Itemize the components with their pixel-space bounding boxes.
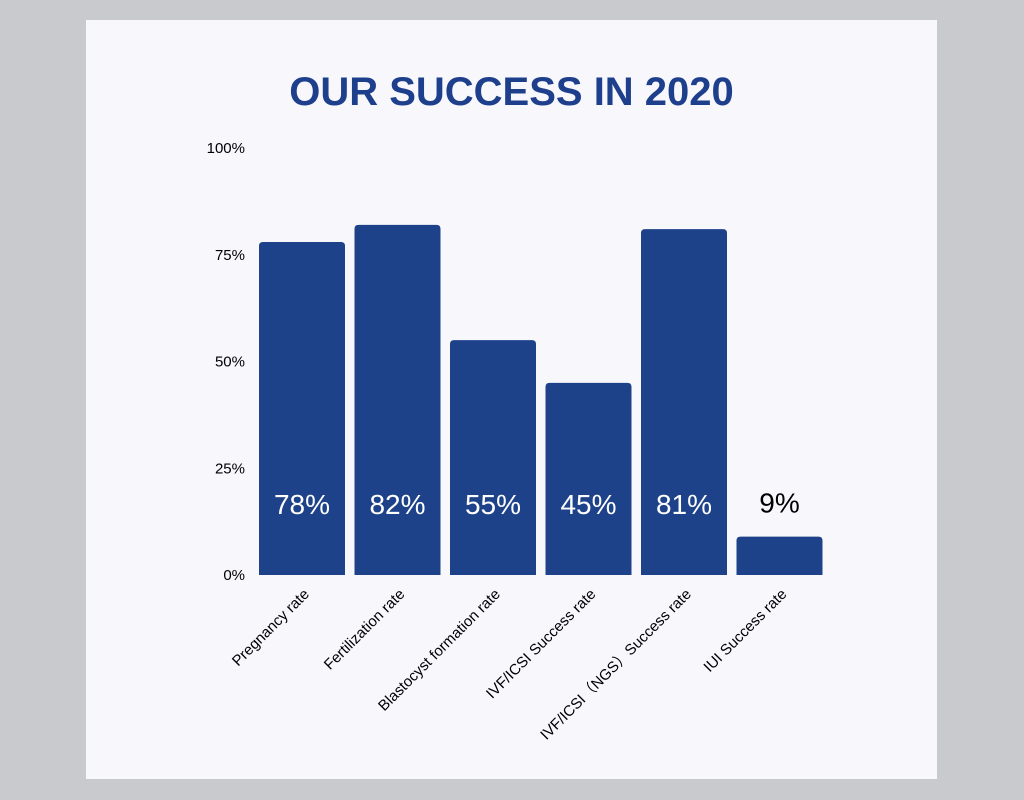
y-tick-label: 0% [223, 567, 245, 584]
bar [259, 241, 345, 575]
bar [545, 382, 632, 575]
data-label: 55% [465, 489, 521, 520]
category-label: IVF/ICSI（NGS）Success rate [537, 586, 695, 744]
category-label: IVF/ICSI Success rate [483, 586, 599, 702]
data-label: 78% [274, 489, 330, 520]
bar [354, 224, 441, 576]
y-tick-label: 100% [207, 140, 245, 157]
y-tick-label: 50% [215, 354, 245, 371]
y-tick-label: 75% [215, 247, 245, 264]
category-label: Pregnancy rate [229, 586, 313, 670]
data-label: 82% [369, 489, 425, 520]
category-label: IUI Success rate [700, 586, 790, 676]
data-label: 81% [656, 489, 712, 520]
category-label: Fertilization rate [321, 586, 408, 673]
bar [450, 340, 536, 575]
chart-card: OUR SUCCESS IN 2020 0% 25% 50% 75% 100% 78% Pr… [86, 20, 937, 779]
data-label: 45% [560, 489, 616, 520]
y-tick-label: 25% [215, 460, 245, 477]
data-label: 9% [759, 488, 799, 519]
chart-title: OUR SUCCESS IN 2020 [289, 70, 734, 114]
bar-chart: 0% 25% 50% 75% 100% 78% Pregnancy rate 82% Ferti… [207, 140, 823, 744]
bar [736, 536, 823, 575]
bar [641, 229, 727, 575]
